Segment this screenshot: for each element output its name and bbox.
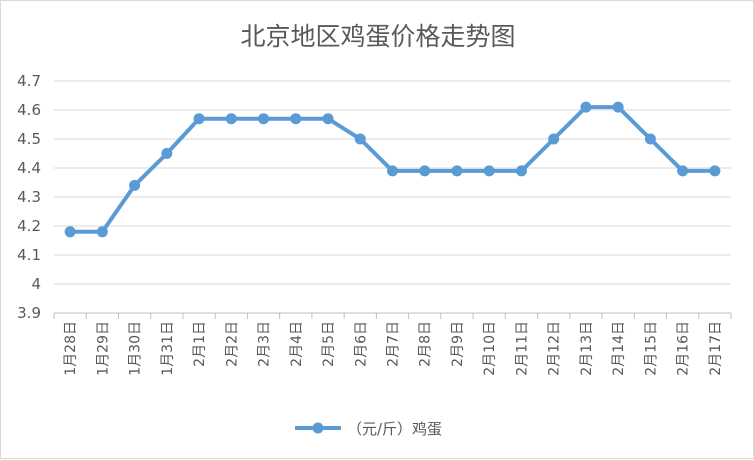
data-point <box>225 113 237 125</box>
data-point <box>709 165 721 177</box>
data-point <box>515 165 527 177</box>
x-tick-label: 2月17日 <box>708 321 724 376</box>
data-point <box>677 165 689 177</box>
x-tick-label: 2月11日 <box>514 321 530 376</box>
data-point <box>193 113 205 125</box>
data-point <box>548 133 560 145</box>
x-tick-label: 1月29日 <box>95 321 111 376</box>
legend-label: （元/斤）鸡蛋 <box>347 420 442 438</box>
data-point <box>290 113 302 125</box>
data-point <box>483 165 495 177</box>
x-axis-ticks: 1月28日 1月29日 1月30日 1月31日 2月1日 2月2日 2月3日 2月4日 2月5日… <box>53 313 732 376</box>
x-tick-label: 2月1日 <box>192 321 208 367</box>
data-point <box>64 226 76 238</box>
x-tick-label: 2月15日 <box>643 321 659 376</box>
y-axis-ticks: 3.9 4 4.1 4.2 4.3 4.4 4.5 4.6 4.7 <box>17 72 41 322</box>
legend: （元/斤）鸡蛋 <box>295 420 442 438</box>
x-tick-label: 2月2日 <box>224 321 240 367</box>
series-layer <box>64 101 721 238</box>
x-tick-label: 1月30日 <box>128 321 144 376</box>
data-point <box>354 133 366 145</box>
y-tick-label: 4.5 <box>17 130 41 148</box>
x-tick-label: 2月12日 <box>547 321 563 376</box>
data-point <box>612 101 624 113</box>
data-point <box>129 179 141 191</box>
data-point <box>96 226 108 238</box>
legend-marker <box>312 422 324 434</box>
data-point <box>387 165 398 177</box>
data-point <box>419 165 431 177</box>
data-point <box>322 113 334 125</box>
x-tick-label: 2月3日 <box>257 321 273 367</box>
y-tick-label: 4.6 <box>17 101 41 119</box>
y-tick-label: 4.3 <box>17 188 41 206</box>
x-tick-label: 2月16日 <box>676 321 692 376</box>
data-point <box>644 133 656 145</box>
y-tick-label: 4.7 <box>17 72 41 90</box>
y-tick-label: 3.9 <box>17 304 41 322</box>
y-tick-label: 4 <box>31 275 41 293</box>
x-tick-label: 2月7日 <box>386 321 402 367</box>
x-tick-label: 1月31日 <box>160 321 176 376</box>
chart-title: 北京地区鸡蛋价格走势图 <box>240 22 515 51</box>
x-tick-label: 2月14日 <box>611 321 627 376</box>
y-tick-label: 4.1 <box>17 246 41 264</box>
x-tick-label: 2月4日 <box>289 321 305 367</box>
data-point <box>161 148 173 159</box>
data-point <box>580 101 592 113</box>
x-tick-label: 2月8日 <box>418 321 434 367</box>
y-tick-label: 4.2 <box>17 217 41 235</box>
x-tick-label: 2月6日 <box>353 321 369 367</box>
x-tick-label: 2月10日 <box>482 321 498 376</box>
x-tick-label: 2月13日 <box>579 321 595 376</box>
data-point <box>451 165 463 177</box>
x-tick-label: 2月5日 <box>321 321 337 367</box>
y-tick-label: 4.4 <box>17 159 41 177</box>
x-tick-label: 1月28日 <box>63 321 79 376</box>
data-point <box>258 113 270 125</box>
x-tick-label: 2月9日 <box>450 321 466 367</box>
